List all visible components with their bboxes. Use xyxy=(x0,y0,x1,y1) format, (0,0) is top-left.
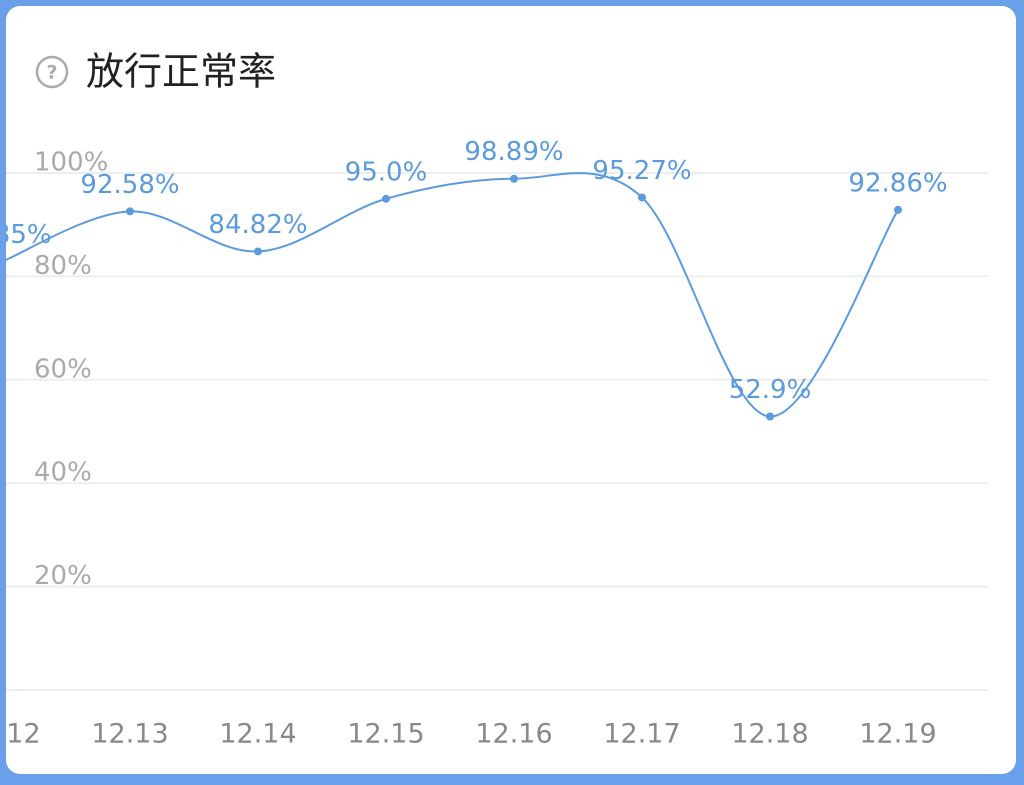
chart-title: 放行正常率 xyxy=(86,50,276,94)
x-tick-label: 12.13 xyxy=(91,719,168,750)
y-tick-label: 20% xyxy=(34,561,92,591)
x-tick-label: 12.14 xyxy=(219,719,296,750)
y-tick-label: 80% xyxy=(34,251,92,281)
point xyxy=(638,193,646,202)
card: ? 放行正常率 20% 40% 60% 80% 100% 12.12 12.13 12.14 1… xyxy=(6,6,1016,774)
chart: ? 放行正常率 20% 40% 60% 80% 100% 12.12 12.13 12.14 1… xyxy=(6,50,988,750)
point xyxy=(254,247,262,256)
x-tick-label: 12.18 xyxy=(731,719,808,750)
x-tick-label: 12.16 xyxy=(475,719,552,750)
data-label: 82.85% xyxy=(6,220,52,250)
data-label: 92.86% xyxy=(848,168,947,198)
point xyxy=(510,174,518,183)
x-tick-label: 12.19 xyxy=(859,719,936,750)
point xyxy=(766,412,774,421)
y-tick-label: 60% xyxy=(34,354,92,384)
data-label: 95.0% xyxy=(345,157,428,187)
x-tick-label: 12.17 xyxy=(603,719,680,750)
help-icon-glyph: ? xyxy=(46,62,57,84)
point xyxy=(894,205,902,214)
x-tick-label: 12.12 xyxy=(6,719,41,750)
y-tick-label: 100% xyxy=(34,148,108,178)
x-tick-label: 12.15 xyxy=(347,719,424,750)
y-tick-label: 40% xyxy=(34,458,92,488)
data-label: 95.27% xyxy=(592,156,691,186)
point xyxy=(126,207,134,216)
point xyxy=(382,194,390,203)
data-label: 98.89% xyxy=(464,137,563,167)
help-icon[interactable] xyxy=(35,55,69,89)
data-label: 52.9% xyxy=(729,375,812,405)
data-label: 92.58% xyxy=(80,170,179,200)
data-label: 84.82% xyxy=(208,210,307,240)
